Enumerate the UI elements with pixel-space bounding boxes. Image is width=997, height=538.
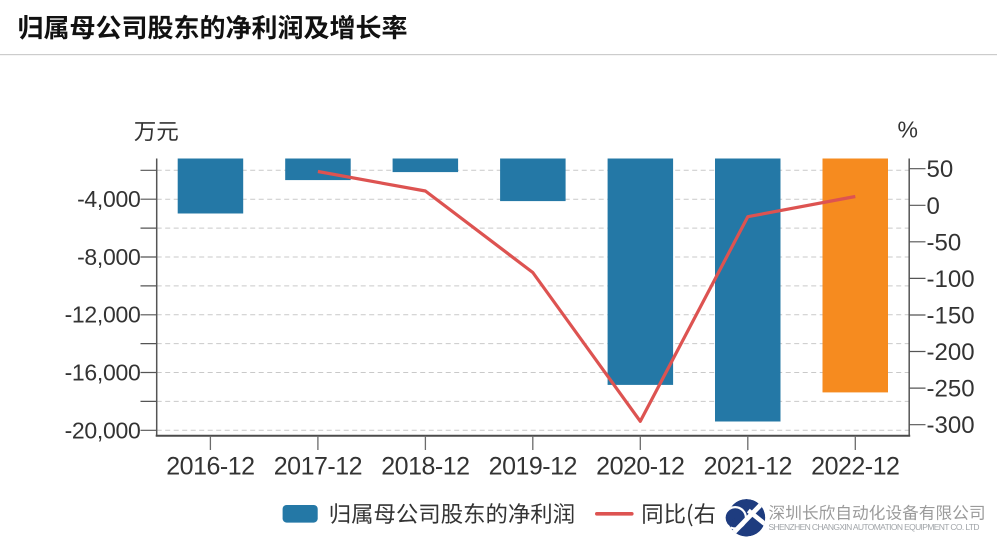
svg-text:-8,000: -8,000 (77, 244, 140, 270)
svg-text:2022-12: 2022-12 (811, 453, 899, 481)
svg-text:-100: -100 (927, 266, 975, 293)
svg-text:50: 50 (927, 156, 954, 183)
svg-text:2018-12: 2018-12 (381, 453, 469, 481)
svg-text:2021-12: 2021-12 (704, 453, 792, 481)
svg-text:-150: -150 (927, 303, 975, 330)
svg-text:0: 0 (927, 193, 940, 220)
svg-text:-50: -50 (927, 229, 962, 256)
svg-text:-250: -250 (927, 376, 975, 403)
svg-text:2019-12: 2019-12 (489, 453, 577, 481)
svg-text:-4,000: -4,000 (77, 186, 140, 212)
svg-text:-200: -200 (927, 339, 975, 366)
svg-text:%: % (897, 117, 917, 143)
svg-text:-16,000: -16,000 (65, 360, 141, 386)
svg-text:-12,000: -12,000 (65, 302, 141, 328)
svg-text:-300: -300 (927, 412, 975, 439)
svg-text:SHENZHEN CHANGXIN AUTOMATION E: SHENZHEN CHANGXIN AUTOMATION EQUIPMENT C… (769, 522, 980, 532)
svg-text:-20,000: -20,000 (65, 417, 141, 443)
svg-text:2017-12: 2017-12 (274, 453, 362, 481)
svg-text:2020-12: 2020-12 (596, 453, 684, 481)
svg-text:2016-12: 2016-12 (166, 453, 254, 481)
